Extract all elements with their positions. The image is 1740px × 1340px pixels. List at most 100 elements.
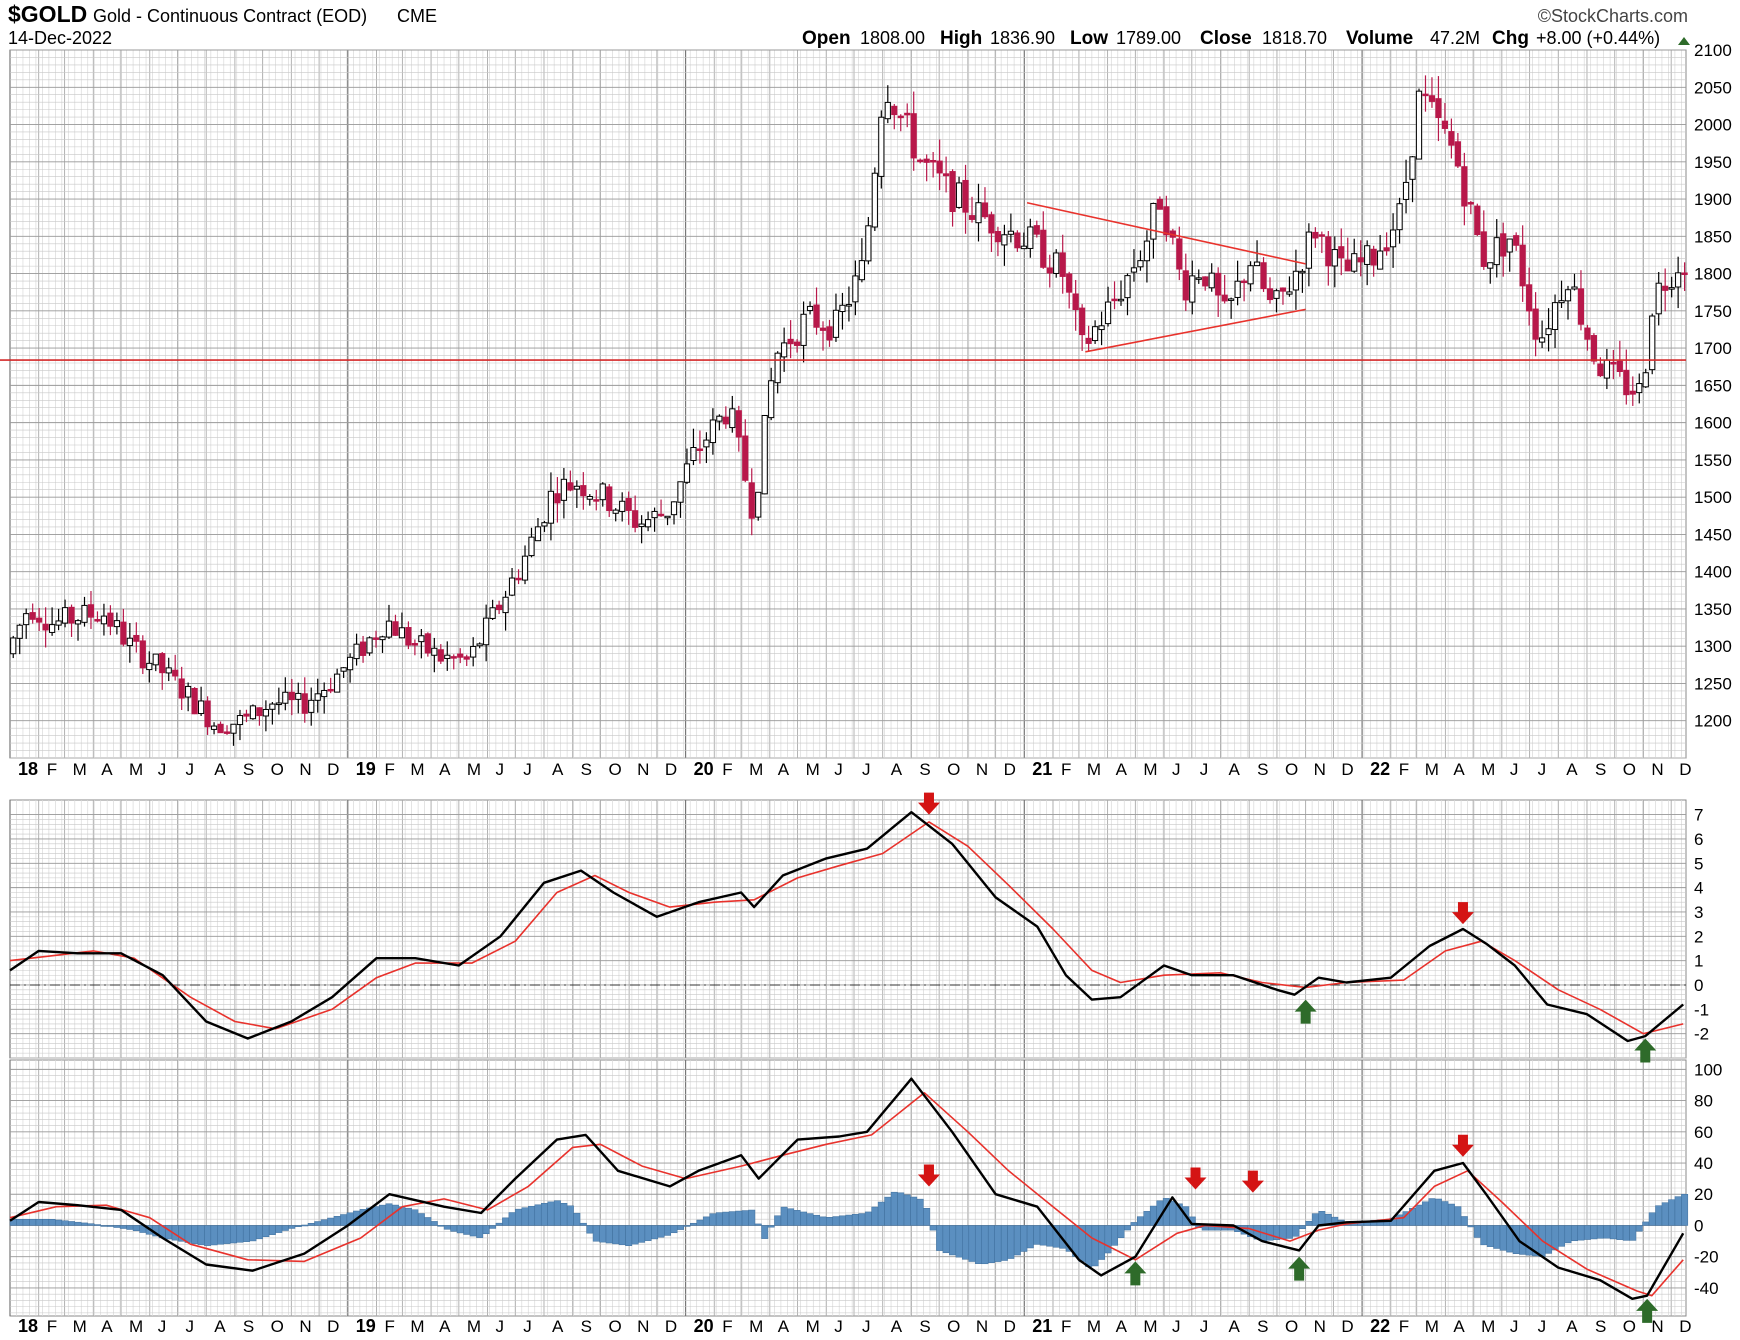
candle-body — [1558, 300, 1565, 304]
x-tick-label: A — [778, 760, 790, 779]
candle-body — [632, 510, 639, 528]
candle-body — [567, 482, 574, 491]
candle-body — [269, 703, 276, 710]
candle-body — [1221, 294, 1228, 302]
y-tick-label: -2 — [1694, 1025, 1709, 1044]
candle-body — [1176, 238, 1183, 270]
histogram-bar — [249, 1225, 257, 1242]
candle-body — [1325, 236, 1332, 267]
candle-body — [923, 158, 930, 163]
histogram-bar — [437, 1225, 445, 1227]
histogram-bar — [1305, 1220, 1313, 1226]
candle-body — [729, 408, 736, 429]
histogram-bar — [1279, 1225, 1287, 1240]
histogram-bar — [1169, 1200, 1177, 1226]
candle-body — [651, 510, 658, 519]
candle-body — [1370, 248, 1377, 266]
candle-body — [126, 637, 133, 647]
candle-body — [230, 723, 237, 734]
candle-body — [1053, 252, 1060, 274]
volume-label: Volume — [1346, 28, 1413, 49]
x-tick-label: F — [47, 1317, 57, 1336]
histogram-bar — [728, 1211, 736, 1226]
histogram-bar — [404, 1207, 412, 1226]
candle-body — [437, 649, 444, 662]
indicator-line — [9, 1077, 1685, 1300]
candle-body — [1027, 226, 1034, 249]
y-tick-label: 1450 — [1694, 525, 1732, 544]
candle-body — [735, 410, 742, 438]
histogram-bar — [1499, 1225, 1507, 1251]
histogram-bar — [1000, 1225, 1008, 1261]
candle-body — [839, 304, 846, 313]
histogram-bar — [579, 1222, 587, 1226]
histogram-bar — [832, 1216, 840, 1226]
histogram-bar — [113, 1225, 121, 1228]
candle-body — [23, 613, 30, 626]
candle-body — [534, 526, 542, 542]
histogram-bar — [884, 1196, 892, 1226]
x-tick-label: 21 — [1032, 759, 1052, 779]
candle-body — [1383, 247, 1390, 252]
x-tick-label: O — [947, 1317, 960, 1336]
x-tick-label: A — [1453, 760, 1465, 779]
histogram-bar — [1545, 1225, 1553, 1254]
buy-arrow-icon — [1636, 1298, 1659, 1323]
candle-body — [398, 627, 406, 639]
candle-body — [210, 725, 218, 730]
x-tick-label: J — [523, 760, 532, 779]
candle-body — [133, 634, 140, 642]
close-label: Close — [1200, 28, 1252, 49]
candle-body — [599, 483, 606, 501]
x-tick-label: J — [834, 760, 843, 779]
histogram-bar — [819, 1216, 827, 1226]
histogram-bar — [1603, 1225, 1611, 1239]
histogram-bar — [677, 1225, 684, 1230]
histogram-bar — [22, 1218, 30, 1226]
sell-arrow-icon — [1451, 902, 1474, 925]
candle-body — [994, 231, 1002, 243]
x-tick-label: D — [1341, 760, 1353, 779]
x-tick-label: O — [271, 1317, 284, 1336]
candle-body — [1117, 298, 1125, 302]
y-tick-label: 1550 — [1694, 451, 1732, 470]
y-tick-label: 1750 — [1694, 302, 1732, 321]
candle-body — [625, 498, 632, 511]
x-tick-label: A — [1116, 1317, 1128, 1336]
x-tick-label: J — [1172, 760, 1181, 779]
x-tick-label: J — [862, 760, 871, 779]
candle-body — [1519, 244, 1526, 287]
candle-body — [262, 708, 269, 717]
x-tick-label: M — [73, 760, 87, 779]
candle-body — [917, 159, 924, 163]
candle-body — [502, 596, 509, 614]
histogram-bar — [942, 1225, 950, 1254]
x-tick-label: M — [129, 760, 143, 779]
x-tick-label: J — [1172, 1317, 1181, 1336]
candle-body — [1538, 337, 1546, 343]
histogram-bar — [1551, 1225, 1559, 1251]
histogram-bar — [262, 1225, 270, 1238]
candle-body — [586, 495, 593, 500]
x-tick-label: 22 — [1370, 759, 1390, 779]
histogram-bar — [508, 1212, 516, 1226]
histogram-bar — [301, 1224, 309, 1227]
candle-body — [1085, 337, 1092, 344]
candle-body — [120, 621, 127, 645]
histogram-bar — [515, 1208, 522, 1226]
x-tick-label: M — [806, 1317, 820, 1336]
histogram-bar — [761, 1225, 769, 1239]
chart-panels: 2100205020001950190018501800175017001650… — [0, 41, 1732, 1336]
histogram-bar — [1428, 1198, 1436, 1226]
buy-arrow-icon — [1124, 1261, 1147, 1286]
y-tick-label: 6 — [1694, 830, 1703, 849]
candle-body — [217, 723, 224, 734]
candle-body — [1279, 287, 1287, 292]
candle-body — [334, 673, 341, 693]
histogram-bar — [592, 1225, 600, 1242]
x-tick-label: D — [1679, 760, 1691, 779]
buy-arrow-icon — [1634, 1038, 1657, 1063]
y-tick-label: 1700 — [1694, 339, 1732, 358]
x-tick-label: N — [976, 760, 988, 779]
histogram-bar — [722, 1211, 730, 1226]
